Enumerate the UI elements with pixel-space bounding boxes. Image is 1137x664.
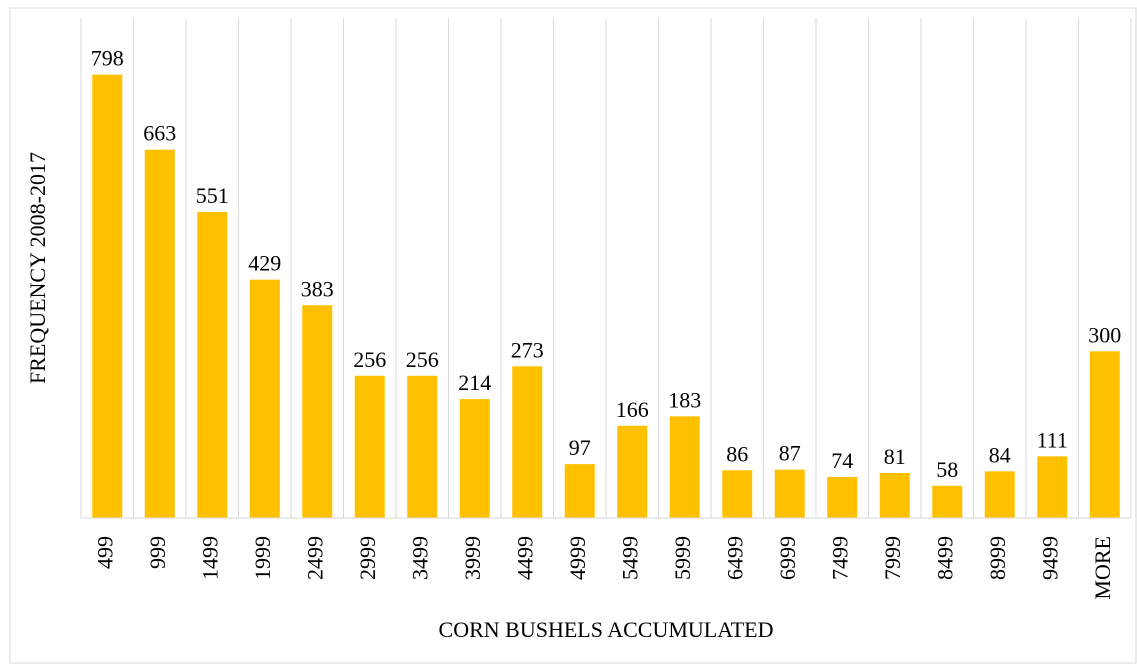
data-label: 798 bbox=[91, 46, 124, 71]
bar bbox=[144, 149, 175, 518]
x-tick-label: 3499 bbox=[407, 536, 432, 580]
bar bbox=[984, 471, 1015, 518]
x-tick-label: 1499 bbox=[197, 536, 222, 580]
x-tick-label: 8499 bbox=[932, 536, 957, 580]
y-axis-title: FREQUENCY 2008-2017 bbox=[25, 152, 50, 384]
data-label: 214 bbox=[458, 370, 491, 395]
x-tick-label: 499 bbox=[92, 536, 117, 569]
x-tick-label: 2999 bbox=[355, 536, 380, 580]
bar bbox=[512, 366, 543, 518]
bar bbox=[617, 425, 648, 518]
data-label: 663 bbox=[143, 121, 176, 146]
x-tick-label: 7999 bbox=[880, 536, 905, 580]
data-label: 256 bbox=[406, 347, 439, 372]
data-label: 81 bbox=[884, 444, 906, 469]
data-label: 383 bbox=[301, 276, 334, 301]
data-label: 551 bbox=[196, 183, 229, 208]
bar bbox=[1089, 351, 1120, 518]
data-label: 87 bbox=[779, 441, 801, 466]
x-tick-label: 4999 bbox=[565, 536, 590, 580]
data-label: 273 bbox=[511, 337, 544, 362]
bar bbox=[879, 473, 910, 518]
data-label: 429 bbox=[248, 251, 281, 276]
x-tick-label: 2499 bbox=[302, 536, 327, 580]
bar bbox=[564, 464, 595, 518]
x-tick-label: 999 bbox=[145, 536, 170, 569]
bar bbox=[92, 74, 123, 519]
x-axis-title: CORN BUSHELS ACCUMULATED bbox=[439, 617, 774, 642]
bar bbox=[827, 476, 858, 518]
data-label: 166 bbox=[616, 397, 649, 422]
x-tick-label: 8999 bbox=[985, 536, 1010, 580]
data-label: 74 bbox=[831, 448, 853, 473]
chart-border bbox=[9, 7, 1137, 664]
bar bbox=[459, 399, 490, 518]
bar bbox=[669, 416, 700, 518]
x-tick-label: 7499 bbox=[827, 536, 852, 580]
data-label: 256 bbox=[353, 347, 386, 372]
bar bbox=[302, 305, 333, 518]
bar bbox=[932, 485, 963, 518]
x-tick-label: 6999 bbox=[775, 536, 800, 580]
data-label: 97 bbox=[569, 435, 591, 460]
x-tick-label: 9499 bbox=[1037, 536, 1062, 580]
bar bbox=[722, 470, 753, 518]
bar bbox=[407, 375, 438, 518]
data-label: 111 bbox=[1037, 427, 1068, 452]
x-tick-label: 4499 bbox=[512, 536, 537, 580]
x-tick-label: 6499 bbox=[722, 536, 747, 580]
x-tick-label: 5999 bbox=[670, 536, 695, 580]
x-tick-label: 3999 bbox=[460, 536, 485, 580]
bar bbox=[354, 375, 385, 518]
bar bbox=[774, 469, 805, 518]
x-tick-label: MORE bbox=[1090, 536, 1115, 600]
data-label: 86 bbox=[726, 441, 748, 466]
data-label: 58 bbox=[936, 457, 958, 482]
x-tick-label: 1999 bbox=[250, 536, 275, 580]
data-label: 300 bbox=[1088, 322, 1121, 347]
x-tick-label: 5499 bbox=[617, 536, 642, 580]
bar bbox=[249, 279, 280, 518]
data-label: 183 bbox=[668, 387, 701, 412]
bar bbox=[1037, 456, 1068, 518]
bar bbox=[197, 211, 228, 518]
data-label: 84 bbox=[989, 442, 1011, 467]
